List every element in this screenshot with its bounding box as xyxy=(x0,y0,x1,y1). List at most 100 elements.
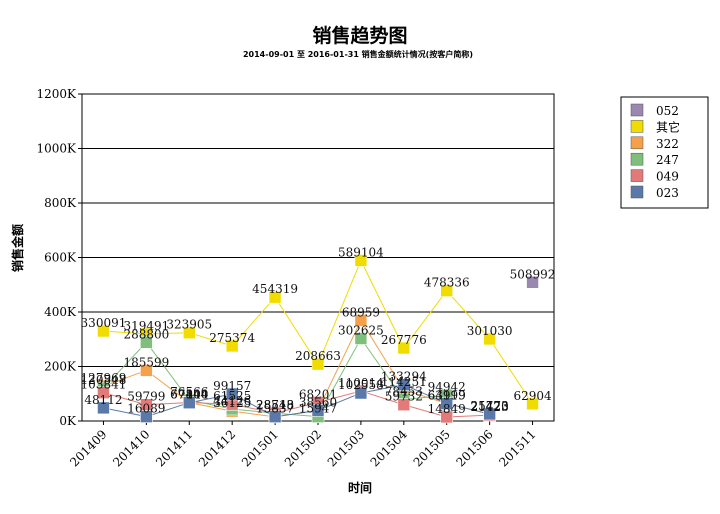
data-label: 28743 xyxy=(256,398,294,412)
data-label: 21423 xyxy=(471,399,509,413)
data-label: 301030 xyxy=(467,324,513,338)
y-tick-label: 400K xyxy=(44,305,77,319)
data-label: 267776 xyxy=(381,333,427,347)
data-label: 16089 xyxy=(127,402,165,416)
data-label: 589104 xyxy=(338,245,384,259)
data-point xyxy=(268,410,282,423)
data-label: 275374 xyxy=(209,331,255,345)
x-tick-label: 201506 xyxy=(453,427,495,469)
data-label: 127969 xyxy=(81,371,127,385)
legend-swatch xyxy=(630,169,644,182)
data-point xyxy=(397,378,411,391)
data-label: 302625 xyxy=(338,324,384,338)
data-point xyxy=(440,397,454,410)
legend-entry-052: 052 xyxy=(630,103,679,118)
data-label: 288800 xyxy=(123,327,169,341)
data-label: 78453 xyxy=(385,385,423,399)
data-point xyxy=(354,332,368,345)
data-label: 68959 xyxy=(342,305,380,319)
data-label: 14849 xyxy=(428,402,466,416)
legend-entry-023: 023 xyxy=(630,185,679,200)
legend-label: 322 xyxy=(656,137,679,151)
data-label: 110014 xyxy=(338,376,384,390)
x-tick-label: 201503 xyxy=(325,427,367,469)
data-point xyxy=(182,396,196,410)
data-point xyxy=(140,336,153,349)
x-tick-label: 201410 xyxy=(110,427,152,469)
data-label: 15837 xyxy=(256,402,294,416)
legend-label: 052 xyxy=(656,104,679,118)
data-label: 63919 xyxy=(428,389,466,403)
data-label: 21423 xyxy=(471,400,509,414)
data-label: 15947 xyxy=(299,402,337,416)
data-label: 102558 xyxy=(338,378,384,392)
data-label: 61525 xyxy=(213,389,251,403)
legend-entry-049: 049 xyxy=(630,169,679,184)
data-label: 67844 xyxy=(170,388,209,402)
data-label: 208663 xyxy=(295,349,341,363)
data-point xyxy=(397,341,411,355)
legend-label: 247 xyxy=(656,153,679,167)
data-label: 64199 xyxy=(428,389,466,403)
legend-label: 023 xyxy=(656,186,679,200)
series-其它 xyxy=(97,254,539,411)
data-label: 67140 xyxy=(170,388,208,402)
data-label: 28518 xyxy=(256,398,294,412)
legend-swatch xyxy=(630,120,644,133)
y-tick-label: 600K xyxy=(44,251,77,265)
data-label: 133294 xyxy=(381,370,427,384)
data-label: 59799 xyxy=(127,390,165,404)
data-point xyxy=(311,357,325,371)
data-point xyxy=(483,407,496,421)
chart-title: 销售趋势图 xyxy=(312,24,407,47)
y-tick-label: 1200K xyxy=(36,87,77,101)
x-tick-label: 201502 xyxy=(282,427,324,469)
data-label: 323905 xyxy=(166,318,212,332)
data-point xyxy=(440,410,454,424)
gridlines xyxy=(82,93,554,422)
y-axis-ticks: 0K 200K 400K 600K 800K 1000K 1200K xyxy=(36,87,82,428)
x-tick-label: 201411 xyxy=(153,427,195,469)
data-point xyxy=(440,284,454,297)
data-point xyxy=(97,386,110,400)
data-label: 44126 xyxy=(213,394,251,408)
data-label: 48112 xyxy=(84,393,122,407)
data-label: 62904 xyxy=(513,389,552,403)
data-point xyxy=(526,275,539,289)
data-point xyxy=(140,410,153,423)
data-point xyxy=(311,404,325,417)
data-point xyxy=(140,364,153,377)
x-tick-label: 201412 xyxy=(196,427,238,469)
data-point xyxy=(526,397,539,411)
legend-label: 049 xyxy=(656,170,679,184)
series-052 xyxy=(526,275,539,289)
data-point xyxy=(483,332,496,346)
y-tick-label: 800K xyxy=(44,196,77,210)
data-label: 103841 xyxy=(81,378,127,392)
legend-swatch xyxy=(630,152,644,166)
y-tick-label: 1000K xyxy=(36,142,77,156)
data-label: 508992 xyxy=(510,267,556,281)
data-label: 36125 xyxy=(213,396,251,410)
data-point xyxy=(268,290,282,304)
data-label: 120548 xyxy=(81,373,127,387)
data-label: 25770 xyxy=(471,399,509,413)
data-label: 114251 xyxy=(381,375,427,389)
legend-swatch xyxy=(630,136,644,150)
y-tick-label: 0K xyxy=(59,414,77,428)
x-axis-ticks: 201409 201410 201411 201412 201501 201502 2015… xyxy=(67,421,539,470)
legend-entry-其它: 其它 xyxy=(630,119,680,134)
data-point xyxy=(354,314,368,327)
data-point xyxy=(354,254,368,267)
data-label: 319491 xyxy=(123,319,169,333)
data-label: 454319 xyxy=(252,282,298,296)
data-label: 76566 xyxy=(170,385,208,399)
y-axis-title: 销售金额 xyxy=(10,224,25,272)
data-label: 94942 xyxy=(428,380,466,394)
x-tick-label: 201505 xyxy=(411,427,453,469)
series-line xyxy=(103,384,490,418)
legend-swatch xyxy=(630,103,644,117)
chart-subtitle: 2014-09-01 至 2016-01-31 销售金额统计情况(按客户简称) xyxy=(243,49,473,59)
x-tick-label: 201409 xyxy=(67,427,109,469)
